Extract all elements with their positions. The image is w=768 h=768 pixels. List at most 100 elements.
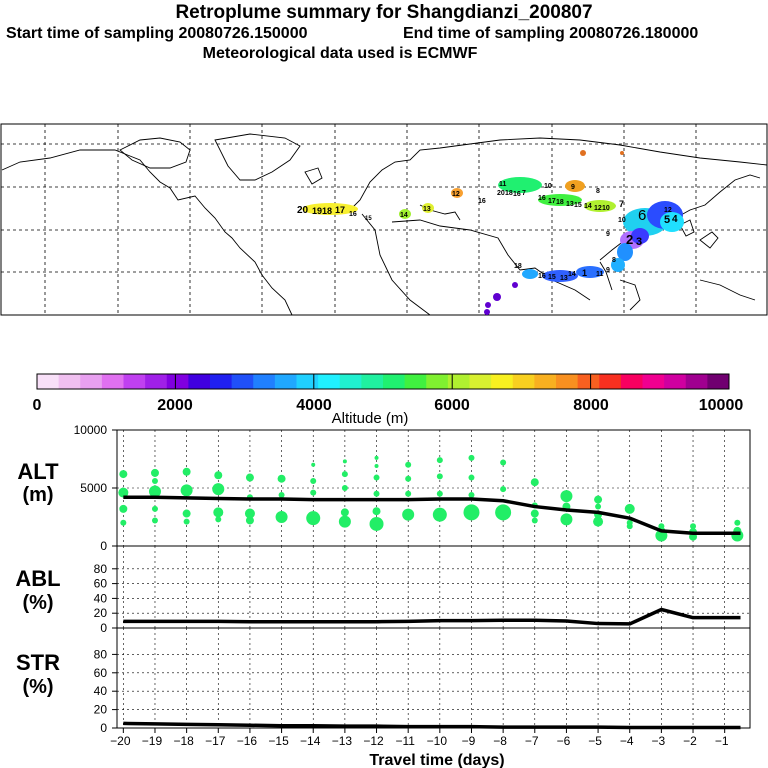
alt-scatter-point [593,516,604,527]
colorbar-label: Altitude (m) [332,410,409,427]
alt-scatter-point [341,471,348,478]
plume-label-3: 3 [636,236,642,248]
svg-text:15: 15 [548,274,556,281]
plume-label-7: 7 [619,199,624,209]
panel-unit: (%) [22,592,53,614]
colorbar-swatch [599,374,622,389]
svg-text:15: 15 [574,202,582,209]
colorbar-swatch [101,374,124,389]
alt-scatter-point [338,515,351,528]
y-tick-label: 80 [94,562,108,576]
alt-scatter-point [560,490,573,503]
alt-scatter-point [594,495,603,504]
colorbar-swatch [469,374,492,389]
plume-label-5: 5 [664,214,670,226]
alt-scatter-point [182,467,191,476]
x-tick-label: −12 [363,734,384,748]
page-title: Retroplume summary for Shangdianzi_20080… [175,2,593,23]
coastlines [1,133,768,316]
x-tick-label: −10 [427,734,448,748]
alt-scatter-point [150,468,159,477]
plume-label-2: 2 [626,232,633,247]
alt-scatter-point [214,471,223,480]
alt-scatter-point [244,508,255,519]
alt-scatter-point [372,507,381,516]
x-tick-label: −19 [142,734,163,748]
svg-text:12: 12 [594,205,602,212]
panel-label: ABL [15,566,60,591]
svg-text:17: 17 [548,198,556,205]
panel-alt: 10000 5000 0 ALT(m) [17,423,751,553]
x-axis-title: Travel time (days) [369,752,504,768]
colorbar-swatch [145,374,168,389]
alt-scatter-point [690,523,697,530]
x-tick-label: −6 [557,734,571,748]
svg-text:16: 16 [538,195,546,202]
x-tick-label: −4 [620,734,634,748]
alt-scatter-point [151,505,158,512]
colorbar-swatches [37,374,730,389]
svg-text:16: 16 [538,273,546,280]
panel-unit: (%) [22,676,53,698]
alt-scatter-point [626,523,633,530]
svg-text:14: 14 [584,203,592,210]
colorbar-swatch [188,374,211,389]
colorbar-swatch [620,374,643,389]
plume-label-1: 1 [582,268,587,278]
panel-frame [116,545,751,629]
colorbar-swatch [404,374,427,389]
svg-text:18: 18 [505,190,513,197]
colorbar-swatch [58,374,81,389]
alt-scatter-point [436,473,443,480]
plume-blobs [302,150,684,315]
alt-scatter-point [118,487,129,498]
colorbar-tick-8000: 8000 [573,397,609,414]
plume-label-11: 11 [499,181,507,188]
svg-text:8: 8 [612,257,616,264]
alt-scatter-point [275,511,288,523]
colorbar-tick-10000: 10000 [699,397,744,414]
alt-scatter-point [342,459,347,464]
series-line [123,495,741,535]
alt-scatter-point [405,475,412,482]
plume-label-15: 15 [365,216,372,222]
plume-label-17: 17 [335,205,345,215]
alt-scatter-point [468,491,475,498]
colorbar-swatch [210,374,233,389]
panel-label: ALT [17,459,59,484]
alt-scatter-point [119,504,128,513]
x-tick-label: −8 [493,734,507,748]
svg-text:14: 14 [568,271,576,278]
x-tick-label: −13 [332,734,353,748]
colorbar-swatch [685,374,708,389]
alt-scatter-point [560,513,573,526]
colorbar-swatch [253,374,276,389]
plume-label-6: 6 [638,207,646,224]
colorbar-swatch [491,374,514,389]
alt-scatter-point [151,478,158,485]
plume-label-20: 20 [297,205,309,216]
plume-label-16: 16 [349,211,357,218]
x-tick-label: −16 [237,734,258,748]
x-tick-label: −18 [173,734,194,748]
plume-label-13: 13 [423,206,431,213]
plume-label-10: 10 [544,183,552,190]
alt-scatter-point [530,509,539,518]
colorbar-swatch [556,374,579,389]
alt-scatter-point [306,511,321,526]
alt-scatter-point [180,484,193,497]
alt-scatter-point [310,489,317,496]
colorbar-swatch [80,374,103,389]
svg-text:11: 11 [596,271,604,278]
alt-scatter-point [432,507,447,522]
alt-scatter-point [624,503,635,514]
y-tick-label: 20 [94,703,108,717]
alt-scatter-point [436,457,443,464]
alt-scatter-point [402,508,415,521]
alt-scatter-point [530,478,539,487]
colorbar-tick-4000: 4000 [296,397,332,414]
alt-scatter-point [310,478,317,485]
colorbar-ticks: 0 2000 4000 6000 8000 10000 [33,397,744,414]
panel-str: 80 60 40 20 0 STR(%) [16,627,751,735]
